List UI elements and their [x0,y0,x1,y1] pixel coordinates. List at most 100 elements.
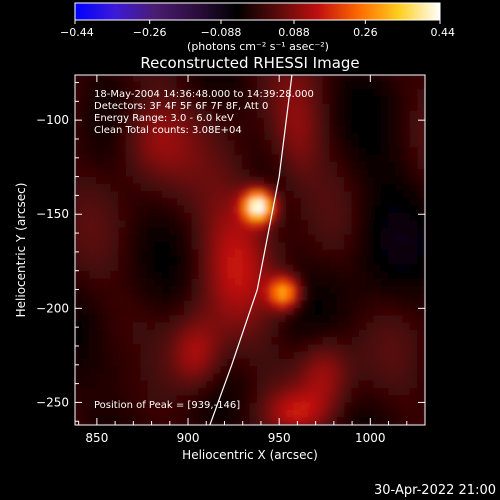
heatmap-cell [183,191,193,200]
heatmap-cell [300,89,309,98]
heatmap-cell [380,205,390,215]
heatmap-cell [285,234,295,244]
heatmap-cell [227,285,236,295]
heatmap-cell [81,293,91,302]
heatmap-cell [402,300,411,309]
heatmap-cell [234,183,244,193]
heatmap-cell [140,337,149,346]
heatmap-cell [329,183,338,193]
heatmap-cell [249,162,258,171]
heatmap-cell [154,256,163,266]
heatmap-cell [75,293,83,302]
heatmap-cell [402,388,411,397]
heatmap-cell [183,118,193,127]
heatmap-cell [344,183,353,193]
heatmap-cell [110,205,120,215]
heatmap-cell [205,285,215,295]
heatmap-cell [110,110,120,120]
heatmap-cell [329,147,338,156]
heatmap-cell [162,293,171,302]
heatmap-cell [337,147,346,156]
heatmap-cell [395,402,404,411]
heatmap-cell [110,234,120,244]
heatmap-cell [380,417,390,425]
heatmap-cell [322,337,331,346]
heatmap-cell [96,322,105,331]
heatmap-cell [285,388,295,397]
heatmap-cell [373,249,382,258]
heatmap-cell [110,388,120,397]
heatmap-cell [366,409,375,419]
heatmap-cell [198,198,207,207]
heatmap-cell [103,242,112,251]
heatmap-cell [125,409,134,419]
heatmap-cell [358,409,368,419]
heatmap-cell [322,242,331,251]
heatmap-cell [322,395,331,404]
heatmap-cell [118,110,127,120]
heatmap-cell [256,256,266,266]
heatmap-cell [285,191,295,200]
heatmap-cell [285,96,295,105]
heatmap-cell [380,89,390,98]
heatmap-cell [118,366,127,375]
heatmap-cell [300,366,309,375]
heatmap-cell [315,118,324,127]
heatmap-cell [373,417,382,425]
heatmap-cell [140,118,149,127]
heatmap-cell [154,103,163,112]
heatmap-cell [402,110,411,120]
heatmap-cell [322,271,331,280]
heatmap-cell [322,162,331,171]
heatmap-cell [89,147,98,156]
heatmap-cell [125,191,134,200]
heatmap-cell [154,140,163,149]
heatmap-cell [89,351,98,360]
heatmap-cell [271,169,280,178]
heatmap-cell [191,264,200,273]
heatmap-cell [213,366,222,375]
heatmap-cell [256,220,266,229]
heatmap-cell [351,264,360,273]
heatmap-cell [242,162,251,171]
heatmap-cell [264,358,273,368]
heatmap-cell [264,96,273,105]
heatmap-cell [162,322,171,331]
heatmap-cell [337,278,346,287]
heatmap-cell [337,103,346,112]
heatmap-cell [176,249,185,258]
heatmap-cell [118,402,127,411]
heatmap-cell [380,169,390,178]
heatmap-cell [183,315,193,324]
heatmap-cell [344,329,353,338]
heatmap-cell [147,271,156,280]
heatmap-cell [388,293,397,302]
heatmap-cell [329,140,338,149]
heatmap-cell [103,234,112,244]
heatmap-cell [256,388,266,397]
heatmap-cell [417,110,425,120]
heatmap-cell [366,322,375,331]
heatmap-cell [125,395,134,404]
heatmap-cell [373,278,382,287]
heatmap-cell [125,351,134,360]
heatmap-cell [162,366,171,375]
heatmap-cell [227,264,236,273]
heatmap-cell [373,256,382,266]
heatmap-cell [329,373,338,382]
heatmap-cell [373,264,382,273]
heatmap-cell [249,307,258,317]
y-tick-label: −100 [36,113,69,127]
heatmap-cell [96,249,105,258]
heatmap-cell [315,373,324,382]
heatmap-cell [183,176,193,185]
heatmap-cell [96,169,105,178]
heatmap-cell [278,337,287,346]
heatmap-cell [234,249,244,258]
heatmap-cell [344,81,353,91]
heatmap-cell [380,191,390,200]
heatmap-cell [140,380,149,390]
heatmap-cell [75,205,83,215]
heatmap-cell [198,249,207,258]
heatmap-cell [278,183,287,193]
